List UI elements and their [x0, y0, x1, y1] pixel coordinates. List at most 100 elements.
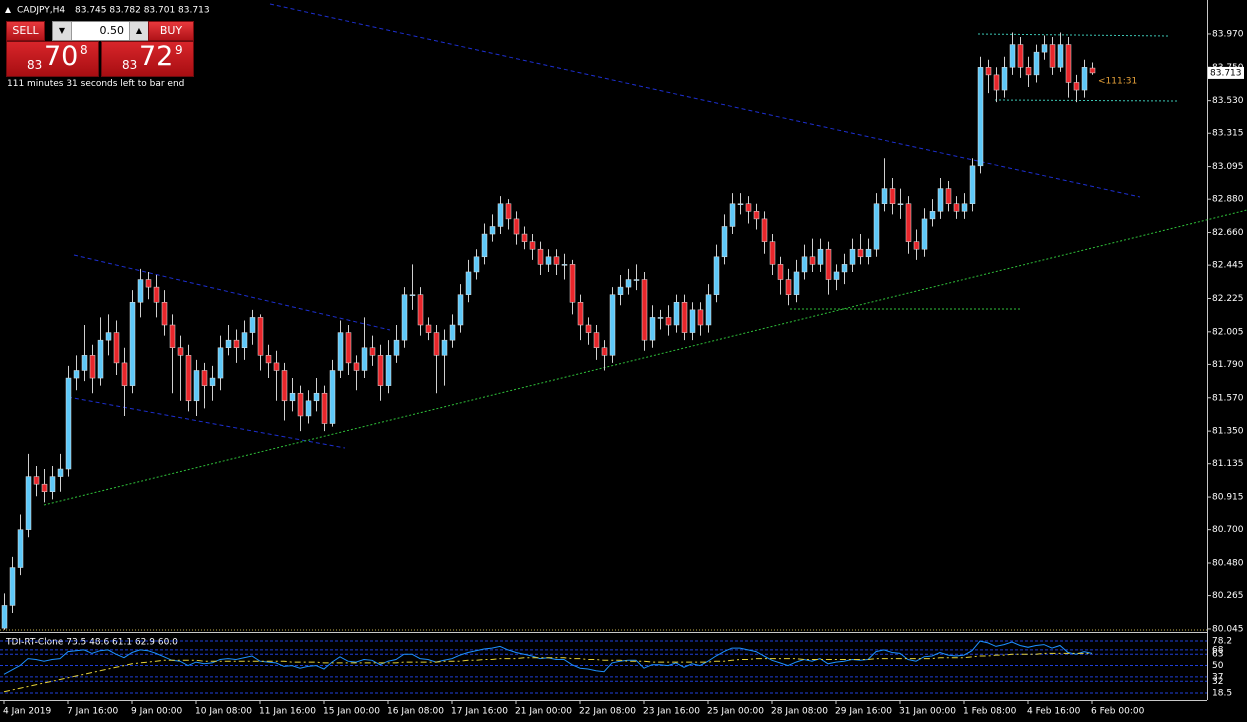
y-tick-label: 68: [1212, 645, 1224, 655]
y-tick-label: 83.530: [1212, 96, 1244, 106]
candle-body: [473, 256, 480, 273]
candle-body: [953, 203, 960, 212]
candle-body: [193, 370, 200, 402]
candle-body: [649, 317, 656, 341]
candle-body: [1081, 67, 1088, 91]
candle-body: [1009, 44, 1016, 68]
x-tick-label: 11 Jan 16:00: [259, 707, 316, 717]
candle-body: [601, 347, 608, 356]
candle-body: [641, 279, 648, 341]
candle-body: [1049, 44, 1056, 68]
buy-price[interactable]: 83 72 9: [101, 41, 194, 77]
y-tick-label: 81.350: [1212, 427, 1244, 437]
x-tick-label: 4 Jan 2019: [3, 707, 51, 717]
candle-body: [721, 226, 728, 258]
x-tick-label: 6 Feb 00:00: [1091, 707, 1145, 717]
candle-body: [449, 324, 456, 341]
buy-button[interactable]: BUY: [148, 21, 194, 41]
candle-body: [937, 188, 944, 212]
y-tick-label: 82.225: [1212, 294, 1244, 304]
candle-body: [161, 302, 168, 326]
candle-body: [913, 241, 920, 250]
candle-body: [409, 294, 416, 296]
candle-body: [169, 324, 176, 348]
candle-body: [393, 339, 400, 356]
indicator-line: [3, 652, 1092, 693]
candle-body: [977, 67, 984, 167]
y-tick-label: 81.135: [1212, 459, 1244, 469]
x-tick-label: 17 Jan 16:00: [451, 707, 508, 717]
candle-body: [185, 355, 192, 402]
bar-timer: <111:31: [1098, 76, 1137, 86]
trend-line: [269, 3, 1141, 198]
candle-body: [537, 248, 544, 265]
candle-body: [513, 218, 520, 235]
candle-body: [89, 355, 96, 379]
countdown: 111 minutes 31 seconds left to bar end: [7, 79, 185, 89]
x-tick-label: 22 Jan 08:00: [579, 707, 636, 717]
x-tick-label: 9 Jan 00:00: [131, 707, 183, 717]
indicator-title: TDI-RT-Clone 73.5 48.6 61.1 62.9 60.0: [5, 638, 178, 648]
y-tick-label: 80.915: [1212, 493, 1244, 503]
x-tick-label: 7 Jan 16:00: [67, 707, 119, 717]
y-tick-label: 82.880: [1212, 195, 1244, 205]
price-small: 83: [27, 58, 43, 72]
lot-box[interactable]: ▼ 0.50 ▲: [52, 21, 149, 41]
sell-price[interactable]: 83 70 8: [6, 41, 99, 77]
candle-body: [841, 264, 848, 273]
candle-body: [585, 324, 592, 333]
candle-body: [105, 332, 112, 341]
x-tick-label: 1 Feb 08:00: [963, 707, 1017, 717]
candle-body: [145, 279, 152, 288]
candle-body: [265, 355, 272, 364]
y-tick-label: 80.265: [1212, 591, 1244, 601]
candle-body: [929, 211, 936, 220]
candle-body: [1, 605, 8, 629]
candle-body: [881, 188, 888, 204]
candle-body: [569, 264, 576, 303]
candle-body: [401, 294, 408, 341]
candle-body: [753, 211, 760, 220]
candle-body: [889, 188, 896, 204]
y-tick-label: 18.5: [1212, 689, 1232, 699]
collapse-icon[interactable]: [5, 7, 11, 13]
candle-body: [769, 241, 776, 265]
lot-value[interactable]: 0.50: [99, 24, 125, 37]
candle-body: [905, 203, 912, 242]
y-tick-label: 83.095: [1212, 162, 1244, 172]
candle-body: [281, 370, 288, 402]
candle-body: [785, 279, 792, 295]
price-big: 70: [44, 41, 79, 72]
candle-body: [433, 332, 440, 356]
candle-body: [857, 248, 864, 258]
candle-body: [825, 248, 832, 280]
quote: 83.745 83.782 83.701 83.713: [75, 6, 210, 16]
candle-body: [873, 203, 880, 250]
candle-body: [337, 332, 344, 371]
lot-dropdown[interactable]: ▼: [53, 22, 72, 40]
candle-body: [417, 294, 424, 326]
candle-body: [313, 392, 320, 402]
candle-body: [465, 271, 472, 295]
candle-body: [817, 248, 824, 265]
candle-body: [1017, 44, 1024, 68]
y-tick-label: 81.790: [1212, 360, 1244, 370]
x-tick-label: 21 Jan 00:00: [515, 707, 572, 717]
candle-body: [81, 355, 88, 371]
price-pip: 8: [80, 43, 88, 57]
trend-line: [67, 396, 346, 449]
candle-body: [1065, 44, 1072, 83]
candle-body: [177, 347, 184, 356]
candle-body: [137, 279, 144, 303]
candle-body: [273, 362, 280, 371]
candle-body: [737, 203, 744, 205]
sell-button[interactable]: SELL: [6, 21, 45, 41]
candle-body: [961, 203, 968, 212]
candle-body: [297, 392, 304, 417]
candle-body: [617, 286, 624, 295]
lot-spin[interactable]: ▲: [129, 22, 148, 40]
price-pip: 9: [175, 43, 183, 57]
price-label-box: [1208, 66, 1244, 79]
